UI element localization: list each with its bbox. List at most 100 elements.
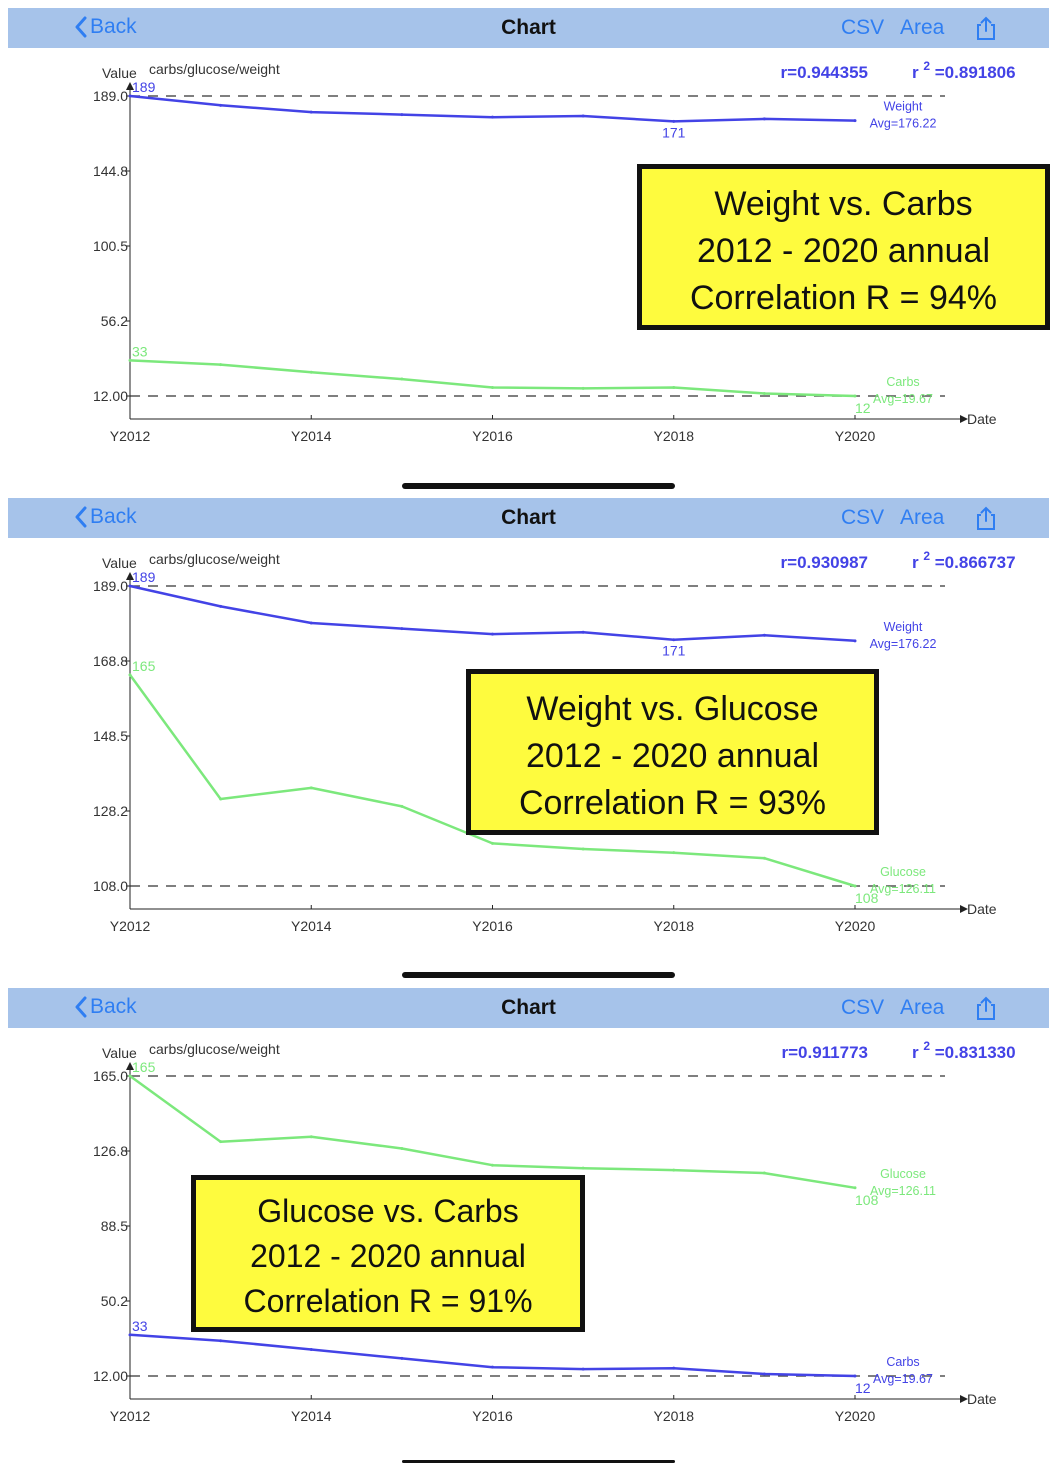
chevron-left-icon [75, 996, 87, 1018]
data-point [309, 110, 313, 114]
callout-box: Glucose vs. Carbs 2012 - 2020 annual Cor… [191, 1175, 585, 1332]
series-average-label: Avg=126.11 [870, 1184, 936, 1198]
x-tick-label: Y2018 [654, 918, 695, 934]
callout-line: Weight vs. Glucose [526, 690, 819, 728]
x-tick-label: Y2014 [291, 428, 332, 444]
callout-box: Weight vs. Carbs 2012 - 2020 annual Corr… [637, 164, 1050, 330]
series-name-label: Glucose [880, 865, 926, 879]
back-button[interactable]: Back [74, 15, 137, 39]
series-name-label: Weight [884, 100, 923, 114]
area-button[interactable]: Area [900, 16, 945, 39]
end-value-label: 12 [855, 400, 871, 416]
data-point [219, 103, 223, 107]
data-point [581, 386, 585, 390]
series-name-label: Carbs [886, 375, 919, 389]
y-tick-label: 88.5 [101, 1218, 128, 1234]
series-line-carbs [129, 359, 856, 398]
data-point [400, 113, 404, 117]
x-tick-label: Y2012 [110, 428, 151, 444]
share-icon[interactable] [973, 15, 999, 41]
area-button[interactable]: Area [900, 506, 945, 529]
chevron-left-icon [75, 16, 87, 38]
y-axis-title: Value [102, 65, 137, 81]
data-point [853, 1374, 857, 1378]
y-tick-label: 128.2 [93, 803, 128, 819]
series-average-label: Avg=176.22 [870, 117, 937, 131]
data-point [762, 117, 766, 121]
x-tick-label: Y2018 [654, 1408, 695, 1424]
x-tick-label: Y2014 [291, 1408, 332, 1424]
data-point [853, 884, 857, 888]
back-button[interactable]: Back [74, 995, 137, 1019]
share-icon[interactable] [973, 505, 999, 531]
series-legend-label: carbs/glucose/weight [149, 61, 280, 77]
data-point [309, 1135, 313, 1139]
end-value-label: 108 [855, 890, 879, 906]
data-point [762, 1372, 766, 1376]
data-point [581, 1367, 585, 1371]
y-axis-arrow [126, 572, 134, 580]
divider-bar [402, 972, 675, 978]
data-point [219, 604, 223, 608]
x-tick-label: Y2020 [835, 1408, 876, 1424]
chart-panel: Back Chart CSV Area Value carbs/glucose/w… [0, 988, 1056, 1478]
x-axis-title: Date [967, 901, 997, 917]
y-tick-label: 12.00 [93, 388, 128, 404]
start-value-label: 189 [132, 79, 156, 95]
back-label: Back [90, 995, 137, 1018]
csv-button[interactable]: CSV [841, 996, 885, 1019]
y-tick-label: 148.5 [93, 728, 128, 744]
series-average-label: Avg=19.67 [873, 1372, 933, 1386]
nav-bar: Back Chart CSV Area [8, 498, 1049, 538]
chevron-left-icon [75, 506, 87, 528]
data-point [219, 363, 223, 367]
csv-button[interactable]: CSV [841, 16, 885, 39]
data-point [762, 856, 766, 860]
line-chart: Value carbs/glucose/weightDate189.0168.81… [93, 549, 1016, 934]
callout-line: Correlation R = 91% [243, 1283, 533, 1319]
csv-button[interactable]: CSV [841, 506, 885, 529]
data-point [491, 1365, 494, 1369]
data-point [219, 797, 223, 801]
start-value-label: 33 [132, 343, 148, 359]
series-name-label: Carbs [886, 1355, 919, 1369]
data-point [309, 786, 313, 790]
x-tick-label: Y2012 [110, 918, 151, 934]
y-axis-arrow [126, 82, 134, 90]
data-point [581, 847, 585, 851]
y-tick-label: 168.8 [93, 653, 128, 669]
data-point [128, 358, 132, 362]
data-point [491, 841, 494, 845]
data-point [400, 804, 404, 808]
x-axis-arrow [960, 415, 968, 423]
start-value-label: 165 [132, 658, 156, 674]
x-tick-label: Y2016 [472, 428, 513, 444]
data-point [128, 584, 132, 588]
data-point [400, 1356, 404, 1360]
data-point [400, 377, 404, 381]
data-point [491, 386, 494, 390]
chart-panel: Back Chart CSV Area Value carbs/glucose/w… [0, 8, 1056, 498]
back-label: Back [90, 15, 137, 38]
back-button[interactable]: Back [74, 505, 137, 529]
data-point [491, 115, 494, 119]
chart-panel: Back Chart CSV Area Value carbs/glucose/w… [0, 498, 1056, 988]
series-line-weight [129, 584, 856, 643]
data-point [491, 1163, 494, 1167]
data-point [672, 1366, 676, 1370]
y-tick-label: 50.2 [101, 1293, 128, 1309]
y-axis-title: Value [102, 1045, 137, 1061]
correlation-r-squared: r 2 =0.866737 [912, 549, 1016, 572]
data-point [672, 1168, 676, 1172]
nav-title: Chart [501, 16, 556, 39]
start-value-label: 33 [132, 1318, 148, 1334]
data-point [309, 621, 313, 625]
share-icon[interactable] [973, 995, 999, 1021]
y-axis-arrow [126, 1062, 134, 1070]
divider-bar [402, 483, 675, 489]
correlation-r: r=0.944355 [781, 63, 868, 82]
y-tick-label: 108.0 [93, 878, 128, 894]
y-tick-label: 189.0 [93, 578, 128, 594]
area-button[interactable]: Area [900, 996, 945, 1019]
data-point [400, 1147, 404, 1151]
